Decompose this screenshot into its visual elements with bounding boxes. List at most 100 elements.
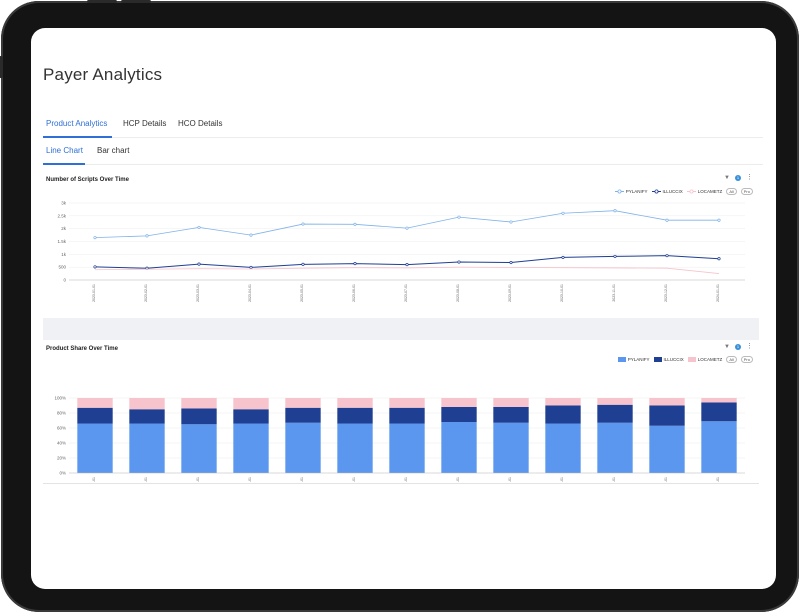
bar-segment-pylanify — [337, 423, 373, 473]
tab-hco-details[interactable]: HCO Details — [178, 119, 223, 128]
data-point — [717, 218, 721, 222]
main-tabs: Product Analytics HCP Details HCO Detail… — [43, 116, 763, 138]
filter-icon[interactable]: ▼ — [724, 344, 730, 350]
data-point — [301, 262, 305, 266]
bar-segment-illuccix — [441, 407, 477, 422]
x-tick-label: 2023-05-01 — [300, 284, 304, 302]
data-point — [145, 234, 149, 238]
y-tick-label: 0% — [59, 471, 66, 476]
tab-bar-chart[interactable]: Bar chart — [97, 146, 130, 155]
data-point — [197, 262, 201, 266]
legend-item-pylanify[interactable]: PYLANIFY — [617, 357, 650, 362]
x-tick-label: 2023-01-01 — [92, 477, 96, 482]
data-point — [93, 236, 97, 240]
bar-segment-pylanify — [181, 424, 217, 473]
x-tick-label: 2023-08-01 — [456, 477, 460, 482]
bar-segment-illuccix — [129, 409, 165, 424]
x-tick-label: 2024-01-01 — [716, 284, 720, 302]
tab-line-chart[interactable]: Line Chart — [46, 146, 83, 155]
data-point — [561, 255, 565, 259]
bar-segment-pylanify — [649, 425, 685, 473]
bar-segment-illuccix — [181, 408, 217, 425]
data-point — [561, 211, 565, 215]
bar-segment-locametz — [493, 398, 529, 407]
bar-segment-locametz — [181, 398, 217, 409]
data-point — [353, 222, 357, 226]
x-tick-label: 2023-01-01 — [92, 284, 96, 302]
filter-icon[interactable]: ▼ — [724, 175, 730, 181]
y-tick-label: 2k — [61, 226, 67, 231]
data-point — [717, 257, 721, 261]
bar-segment-illuccix — [597, 404, 633, 423]
bar-segment-pylanify — [77, 423, 113, 473]
data-point — [93, 265, 97, 269]
x-tick-label: 2023-11-01 — [612, 477, 616, 482]
x-tick-label: 2023-09-01 — [508, 477, 512, 482]
bar-segment-locametz — [649, 398, 685, 406]
y-tick-label: 80% — [57, 411, 66, 416]
data-point — [613, 254, 617, 258]
y-tick-label: 1.5k — [57, 239, 66, 244]
bar-segment-pylanify — [285, 422, 321, 473]
legend-item-locametz[interactable]: LOCAMETZ — [687, 357, 723, 362]
legend-all-button[interactable]: All — [726, 188, 737, 195]
tablet-top-button — [121, 0, 151, 3]
legend-item-pylanify[interactable]: PYLANIFY — [614, 189, 648, 194]
x-tick-label: 2023-02-01 — [144, 284, 148, 302]
tab-active-indicator — [43, 136, 112, 138]
legend-item-locametz[interactable]: LOCAMETZ — [686, 189, 722, 194]
legend-all-button[interactable]: All — [726, 356, 737, 363]
tab-product-analytics[interactable]: Product Analytics — [46, 119, 108, 128]
legend-pro-button[interactable]: Pro — [740, 188, 753, 195]
legend-swatch-icon — [617, 357, 626, 362]
legend-pro-button[interactable]: Pro — [740, 356, 753, 363]
legend-item-illuccix[interactable]: ILLUCCIX — [651, 189, 683, 194]
legend-line-marker-icon — [651, 189, 661, 194]
bar-segment-illuccix — [701, 402, 737, 422]
x-tick-label: 2023-03-01 — [196, 477, 200, 482]
more-options-icon[interactable]: ⋮ — [746, 174, 753, 181]
y-tick-label: 0 — [63, 278, 66, 283]
data-point — [353, 262, 357, 266]
y-tick-label: 3k — [61, 201, 67, 206]
x-tick-label: 2023-10-01 — [560, 477, 564, 482]
x-tick-label: 2023-06-01 — [352, 477, 356, 482]
x-tick-label: 2023-05-01 — [300, 477, 304, 482]
tab-hcp-details[interactable]: HCP Details — [123, 119, 167, 128]
bar-segment-illuccix — [285, 407, 321, 423]
legend-line-marker-icon — [686, 189, 696, 194]
y-tick-label: 40% — [57, 441, 66, 446]
x-tick-label: 2023-07-01 — [404, 284, 408, 302]
y-tick-label: 100% — [54, 396, 66, 401]
filter-count-badge: 1 — [735, 175, 741, 181]
y-tick-label: 2.5k — [57, 213, 66, 218]
y-tick-label: 20% — [57, 456, 66, 461]
data-point — [249, 265, 253, 269]
x-tick-label: 2023-04-01 — [248, 284, 252, 302]
legend-label: PYLANIFY — [627, 357, 650, 362]
bar-segment-locametz — [233, 398, 269, 410]
x-tick-label: 2023-02-01 — [144, 477, 148, 482]
subtab-active-indicator — [43, 163, 85, 165]
series-line-locametz — [94, 266, 720, 274]
data-point — [197, 225, 201, 229]
bar-segment-pylanify — [129, 423, 165, 473]
share-bar-chart: 100% 80% 60% 40% 20% 0% 2023-01-01 2023-02-01 20… — [54, 396, 745, 482]
tablet-side-button — [0, 56, 3, 78]
bar-segment-locametz — [337, 398, 373, 408]
legend-item-illuccix[interactable]: ILLUCCIX — [653, 357, 684, 362]
bar-segment-illuccix — [337, 407, 373, 424]
tablet-top-button — [87, 0, 117, 3]
scripts-chart-card: Number of Scripts Over Time ▼ 1 ⋮ PYLANI… — [43, 173, 759, 313]
legend-label: LOCAMETZ — [697, 357, 723, 362]
data-point — [301, 222, 305, 226]
bar-segment-locametz — [545, 398, 581, 406]
bar-segment-locametz — [441, 398, 477, 407]
bar-segment-locametz — [389, 398, 425, 408]
x-tick-label: 2023-06-01 — [352, 284, 356, 302]
bar-segment-pylanify — [597, 422, 633, 473]
share-chart-card: Product Share Over Time ▼ 1 ⋮ PYLANIFY I… — [43, 342, 759, 482]
section-divider — [43, 318, 759, 340]
more-options-icon[interactable]: ⋮ — [746, 343, 753, 350]
bar-segment-illuccix — [77, 407, 113, 424]
